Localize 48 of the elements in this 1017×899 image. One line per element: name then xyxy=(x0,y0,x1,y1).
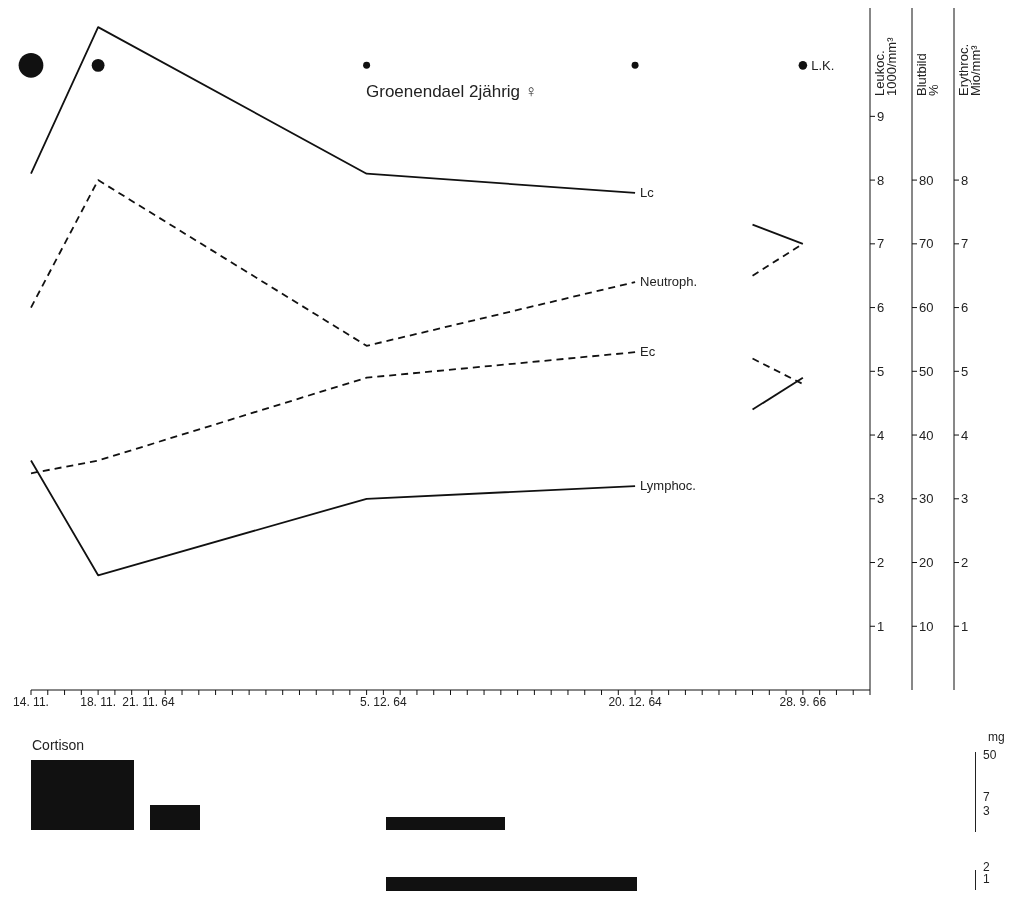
y3-tick-label: 7 xyxy=(961,236,969,252)
y2-tick-label: 10 xyxy=(919,618,934,634)
y3-tick-label: 5 xyxy=(961,363,969,379)
y3-tick-label: 2 xyxy=(961,555,969,571)
y3-tick-label: 3 xyxy=(961,491,969,507)
x-tick-label: 20. 12. 64 xyxy=(608,694,663,709)
y2-tick-label: 80 xyxy=(919,172,934,188)
text: mg xyxy=(988,730,1005,744)
series-label: Ec xyxy=(640,344,656,360)
x-tick-label: 28. 9. 66 xyxy=(779,694,827,709)
y2-tick-label: 40 xyxy=(919,427,934,443)
y2-tick-label: 70 xyxy=(919,236,934,252)
y-tick-label: 7 xyxy=(877,236,885,252)
y2-tick-label: 50 xyxy=(919,363,934,379)
y2-tick-label: 20 xyxy=(919,555,934,571)
text: 1 xyxy=(983,872,990,886)
text: Groenendael 2jährig ♀ xyxy=(366,82,538,102)
text: 7 xyxy=(983,790,990,804)
y3-tick-label: 8 xyxy=(961,172,969,188)
x-tick-label: 18. 11. xyxy=(80,694,117,709)
y3-tick-label: 1 xyxy=(961,618,969,634)
y3-axis-title: Erythroc. Mio/mm³ xyxy=(956,43,983,96)
line-series xyxy=(30,179,636,347)
y3-tick-label: 4 xyxy=(961,427,969,443)
x-tick-label: 21. 11. 64 xyxy=(122,694,176,709)
series-label: Neutroph. xyxy=(640,274,698,290)
text: 2 xyxy=(983,860,990,874)
y-tick-label: 6 xyxy=(877,300,885,316)
y2-tick-label: 30 xyxy=(919,491,934,507)
series-label: L.K. xyxy=(811,58,835,74)
x-tick-label: 14. 11. xyxy=(13,694,49,709)
y3-tick-label: 6 xyxy=(961,300,969,316)
y2-tick-label: 60 xyxy=(919,300,934,316)
y-tick-label: 2 xyxy=(877,555,885,571)
y-tick-label: 8 xyxy=(877,172,885,188)
x-tick-label: 5. 12. 64 xyxy=(360,694,408,709)
y2-axis-title: Blutbild % xyxy=(914,53,941,96)
text: Cortison xyxy=(32,737,85,753)
y-tick-label: 4 xyxy=(877,427,885,443)
text: 50 xyxy=(983,748,997,762)
y-axis-title: Leukoc. 1000/mm³ xyxy=(872,36,899,96)
y-tick-label: 1 xyxy=(877,618,885,634)
series-label: Lymphoc. xyxy=(640,478,696,494)
y-tick-label: 5 xyxy=(877,363,885,379)
y-tick-label: 9 xyxy=(877,108,885,124)
series-label: Lc xyxy=(640,184,655,200)
y-tick-label: 3 xyxy=(877,491,885,507)
text: 3 xyxy=(983,804,990,818)
